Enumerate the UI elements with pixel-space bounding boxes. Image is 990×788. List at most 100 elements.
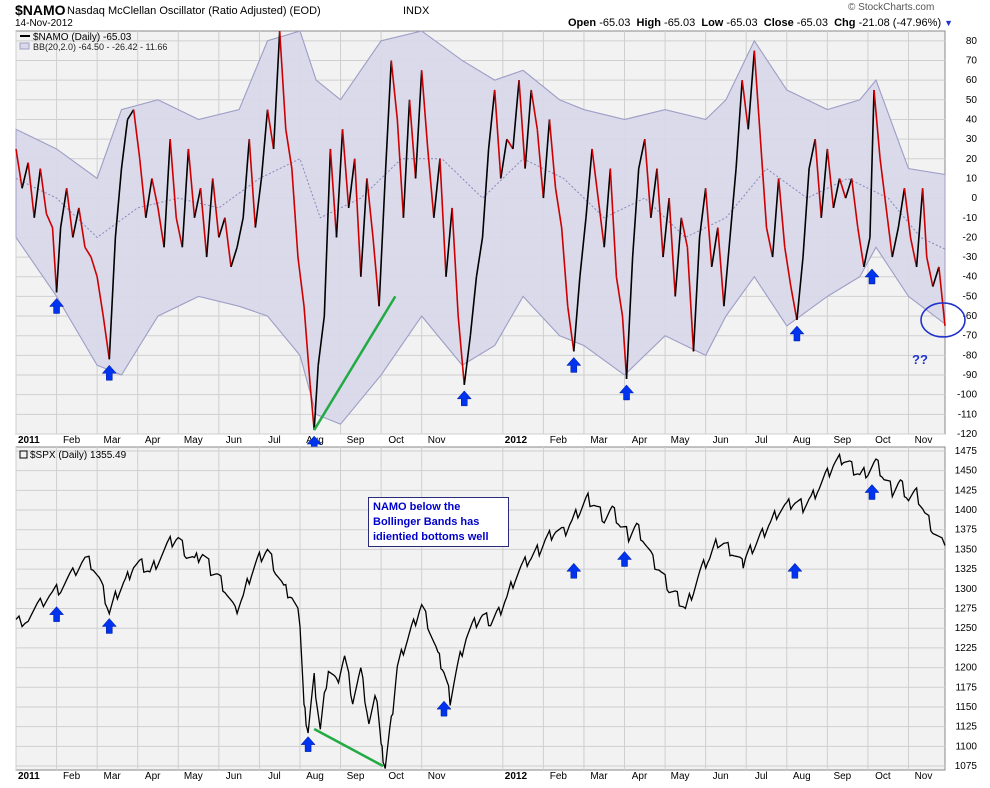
x-tick-label: Oct xyxy=(388,435,404,446)
namo-segment xyxy=(777,178,786,248)
highlight-circle xyxy=(920,302,966,338)
namo-segment xyxy=(597,197,606,248)
namo-segment xyxy=(554,188,563,228)
x-tick-label: Mar xyxy=(104,435,122,446)
namo-segment xyxy=(524,89,533,169)
y-tick-label: 60 xyxy=(966,75,978,86)
x-tick-label: Aug xyxy=(793,771,811,782)
y-tick-label: -110 xyxy=(958,409,978,420)
note-line: NAMO below the xyxy=(373,501,461,513)
namo-segment xyxy=(885,207,894,258)
namo-segment xyxy=(396,119,405,218)
legend-bb: BB(20,2.0) -64.50 - -26.42 - 11.66 xyxy=(33,42,167,52)
up-arrow-marker xyxy=(787,562,803,579)
namo-segment xyxy=(493,89,502,179)
annotation-note: NAMO below the Bollinger Bands has idien… xyxy=(368,497,509,547)
namo-segment xyxy=(72,207,80,238)
namo-segment xyxy=(39,168,48,214)
namo-segment xyxy=(157,207,165,248)
namo-segment xyxy=(903,188,912,238)
namo-segment xyxy=(615,276,624,317)
namo-segment xyxy=(783,247,792,287)
namo-segment xyxy=(181,148,190,248)
namo-segment xyxy=(680,217,689,248)
namo-segment xyxy=(469,276,478,336)
namo-segment xyxy=(873,89,881,159)
x-tick-label: Oct xyxy=(875,771,891,782)
legend-swatch-spx xyxy=(19,450,28,459)
x-tick-label: 2011 xyxy=(18,435,40,446)
x-tick-label: Jul xyxy=(755,435,768,446)
y-tick-label: -60 xyxy=(963,311,978,322)
namo-segment xyxy=(230,247,238,268)
y-tick-label: 1400 xyxy=(955,505,978,516)
high-label: High xyxy=(636,17,661,29)
namo-segment xyxy=(609,168,618,277)
x-tick-label: Nov xyxy=(428,771,446,782)
namo-segment xyxy=(114,168,123,238)
namo-segment xyxy=(735,80,743,169)
down-triangle-icon[interactable]: ▼ xyxy=(944,18,954,28)
y-tick-label: 1375 xyxy=(955,525,978,536)
y-tick-label: 1175 xyxy=(955,682,977,693)
y-tick-label: 0 xyxy=(971,193,977,204)
x-tick-label: May xyxy=(671,435,690,446)
namo-segment xyxy=(366,178,374,238)
namo-panel: 80 70 60 50 40 30 20 10 0 -10 -20 -30 -40 -50 -60 -70 -8… xyxy=(15,30,978,452)
up-arrow-marker xyxy=(566,357,582,373)
chart-exchange: INDX xyxy=(403,5,430,17)
namo-segment xyxy=(390,60,399,120)
namo-segment xyxy=(548,119,557,189)
namo-segment xyxy=(193,188,202,218)
namo-segment xyxy=(266,109,275,150)
namo-segment xyxy=(260,109,269,179)
y-tick-label: 1075 xyxy=(955,761,978,772)
namo-segment xyxy=(199,188,208,258)
namo-segment xyxy=(879,158,887,209)
y-tick-label: 1425 xyxy=(955,485,978,496)
namo-segment xyxy=(284,129,293,169)
namo-segment xyxy=(506,138,514,150)
x-tick-label: May xyxy=(184,771,203,782)
namo-segment xyxy=(96,276,105,317)
up-arrow-marker xyxy=(616,551,633,567)
namo-segment xyxy=(151,178,159,209)
y-tick-label: 80 xyxy=(966,36,978,47)
namo-segment xyxy=(218,217,226,238)
namo-segment xyxy=(573,276,581,352)
stockcharts-watermark: © StockCharts.com xyxy=(848,2,935,13)
x-tick-label: 2012 xyxy=(505,435,528,446)
y-tick-label: -120 xyxy=(957,429,977,440)
close-label: Close xyxy=(763,17,794,29)
x-tick-label: Sep xyxy=(347,771,365,782)
namo-segment xyxy=(463,335,472,385)
y-tick-label: -70 xyxy=(963,331,978,342)
x-tick-label: 2011 xyxy=(18,771,40,782)
namo-segment xyxy=(771,178,780,258)
namo-segment xyxy=(414,70,423,179)
namo-segment xyxy=(826,148,835,209)
namo-segment xyxy=(169,139,178,218)
namo-segment xyxy=(518,80,526,169)
namo-segment xyxy=(759,139,768,228)
namo-segment xyxy=(372,237,380,307)
namo-segment xyxy=(909,237,918,268)
namo-segment xyxy=(187,148,196,218)
namo-segment xyxy=(329,148,338,238)
namo-segment xyxy=(796,256,804,321)
namo-segment xyxy=(856,227,865,268)
x-tick-label: Oct xyxy=(875,435,891,446)
x-tick-label: Mar xyxy=(590,435,608,446)
namo-segment xyxy=(674,217,683,297)
x-tick-label: Sep xyxy=(347,435,365,446)
up-arrow-marker xyxy=(864,268,880,285)
namo-segment xyxy=(790,286,798,321)
x-tick-label: Jun xyxy=(226,435,242,446)
namo-segment xyxy=(175,217,184,248)
up-arrow-marker xyxy=(456,390,472,407)
namo-segment xyxy=(272,30,281,149)
y-tick-label: -10 xyxy=(963,213,978,224)
bollinger-upper-line xyxy=(15,30,946,180)
x-tick-label: Feb xyxy=(63,771,81,782)
namo-segment xyxy=(120,119,129,169)
